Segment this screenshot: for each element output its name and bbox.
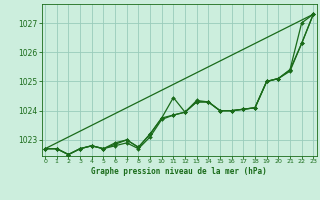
X-axis label: Graphe pression niveau de la mer (hPa): Graphe pression niveau de la mer (hPa): [91, 167, 267, 176]
